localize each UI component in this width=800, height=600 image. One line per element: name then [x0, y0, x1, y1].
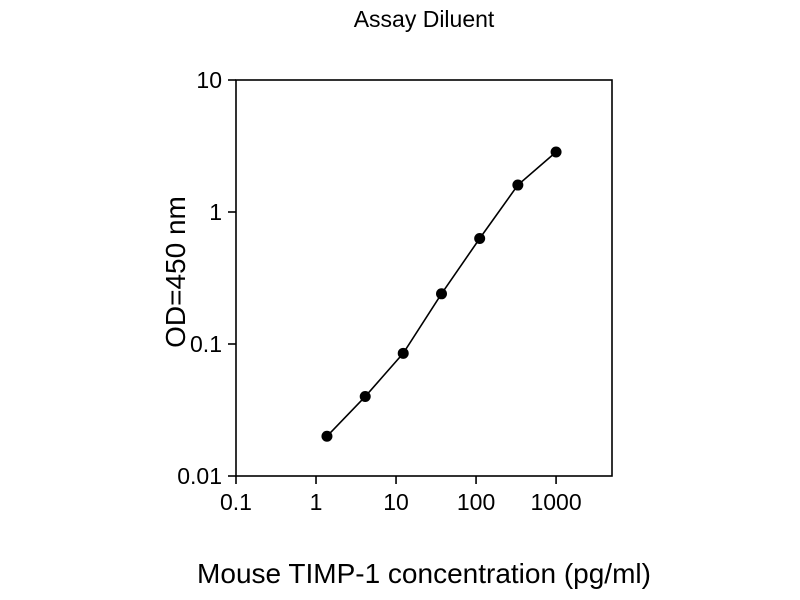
- data-point: [474, 232, 486, 244]
- data-point: [397, 347, 409, 359]
- x-tick-label: 1000: [530, 489, 581, 515]
- data-point: [359, 391, 371, 403]
- y-tick-label: 0.01: [177, 463, 222, 489]
- data-point: [436, 288, 448, 300]
- y-tick-label: 0.1: [190, 331, 222, 357]
- data-point: [321, 430, 333, 442]
- y-tick-label: 10: [196, 67, 222, 93]
- data-point: [550, 146, 562, 158]
- x-tick-label: 0.1: [220, 489, 252, 515]
- plot-frame: [235, 79, 613, 477]
- y-tick-label: 1: [209, 199, 222, 225]
- chart-title: Assay Diluent: [353, 6, 495, 32]
- data-point: [512, 179, 524, 191]
- x-tick-label: 1: [310, 489, 323, 515]
- x-axis-label: Mouse TIMP-1 concentration (pg/ml): [197, 558, 651, 589]
- x-tick-label: 10: [383, 489, 409, 515]
- x-tick-label: 100: [457, 489, 495, 515]
